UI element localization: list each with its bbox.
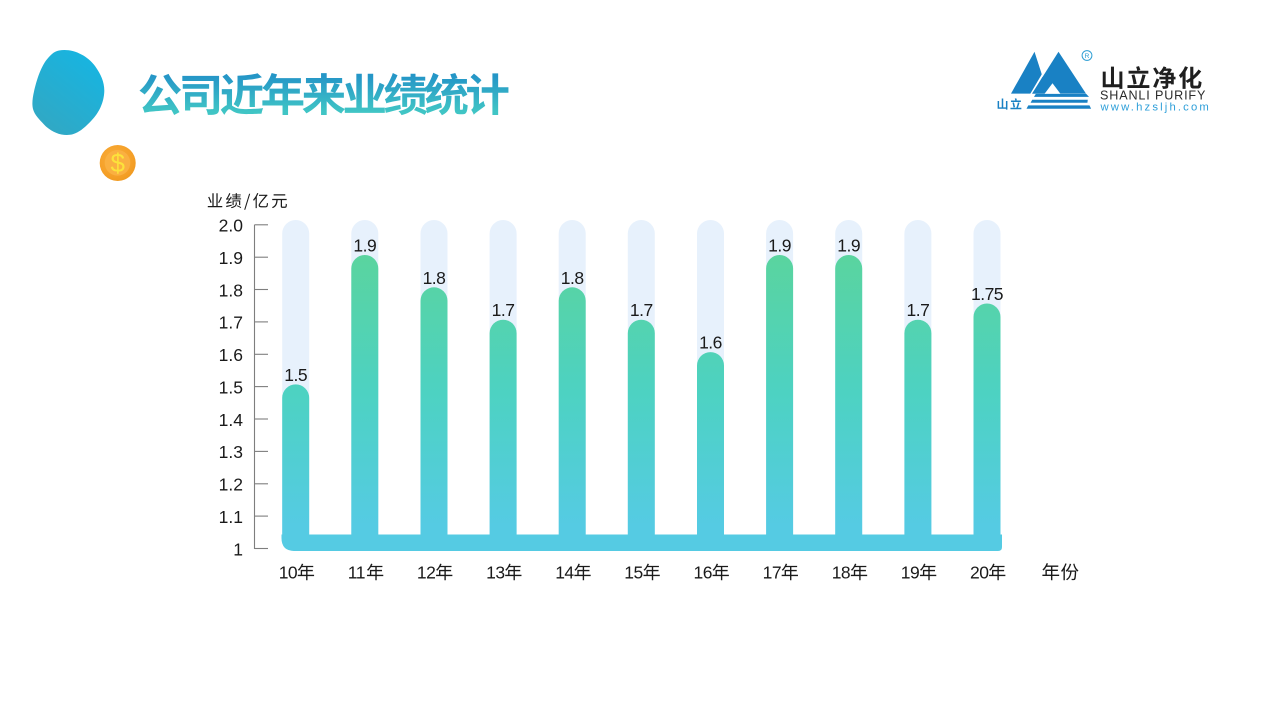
svg-text:$: $	[110, 148, 125, 178]
svg-text:18: 18	[832, 563, 850, 583]
svg-text:SHANLI PURIFY: SHANLI PURIFY	[1100, 88, 1206, 102]
svg-text:17: 17	[763, 563, 781, 583]
svg-text:R: R	[1085, 53, 1090, 60]
svg-text:www.hzsljh.com: www.hzsljh.com	[1100, 101, 1211, 113]
svg-text:1: 1	[233, 539, 243, 559]
svg-text:12: 12	[417, 563, 435, 583]
svg-text:14: 14	[555, 563, 574, 583]
svg-text:1.5: 1.5	[284, 365, 307, 385]
svg-text:1.6: 1.6	[699, 333, 722, 353]
svg-text:1.7: 1.7	[492, 300, 515, 320]
svg-text:2.0: 2.0	[219, 216, 244, 236]
svg-text:1.3: 1.3	[219, 442, 243, 462]
svg-text:1.6: 1.6	[219, 345, 243, 365]
svg-text:1.75: 1.75	[971, 284, 1003, 304]
svg-text:15: 15	[624, 563, 642, 583]
svg-text:13: 13	[486, 563, 504, 583]
svg-text:1.9: 1.9	[768, 236, 791, 256]
svg-text:1.9: 1.9	[219, 248, 243, 268]
svg-text:1.8: 1.8	[423, 268, 446, 288]
svg-text:1.8: 1.8	[561, 268, 584, 288]
svg-text:1.2: 1.2	[219, 475, 243, 495]
svg-text:1.1: 1.1	[219, 507, 243, 527]
svg-text:19: 19	[901, 563, 919, 583]
svg-text:11: 11	[348, 563, 365, 583]
svg-text:1.7: 1.7	[219, 313, 243, 333]
svg-text:10: 10	[279, 563, 298, 583]
svg-text:1.9: 1.9	[837, 236, 860, 256]
svg-text:1.7: 1.7	[906, 300, 929, 320]
svg-text:20: 20	[970, 563, 989, 583]
svg-text:1.5: 1.5	[219, 377, 243, 397]
svg-text:1.4: 1.4	[219, 410, 244, 430]
svg-text:1.9: 1.9	[353, 236, 376, 256]
svg-text:1.7: 1.7	[630, 300, 653, 320]
svg-text:1.8: 1.8	[219, 280, 243, 300]
svg-text:16: 16	[694, 563, 712, 583]
